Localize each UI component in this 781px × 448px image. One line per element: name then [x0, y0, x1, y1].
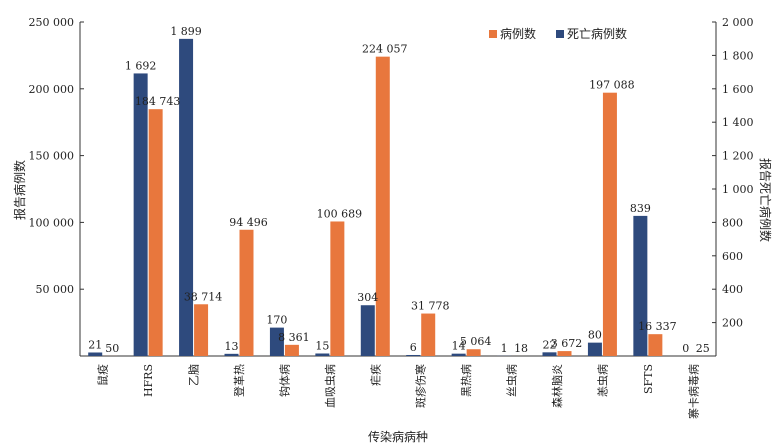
legend-swatch-deaths: [556, 30, 564, 38]
data-label-cases: 94 496: [229, 216, 268, 229]
data-label-cases: 25: [696, 342, 710, 355]
data-label-cases: 8 361: [278, 331, 310, 344]
category-label: 登革热: [232, 364, 246, 397]
data-label-deaths: 80: [588, 329, 602, 342]
y2-axis-title: 报告死亡病例数: [758, 158, 773, 242]
legend-label-deaths: 死亡病例数: [567, 26, 627, 41]
category-label: 血吸虫病: [323, 364, 337, 408]
right-tick-label: 600: [722, 250, 743, 263]
right-axis-ticks: 200 400 600 800 1 000 1 200 1 400 1 600 1 800 2 0…: [712, 16, 754, 330]
category-labels-group: 鼠疫 HFRS 乙脑 登革热 钩体病 血吸虫病 疟疾 斑疹伤寒 黑热病 丝虫病 森林脑炎 恙虫病 SFT…: [96, 364, 701, 419]
category-label: HFRS: [142, 364, 155, 397]
category-label: 寨卡病毒病: [686, 364, 700, 419]
bar-cases: [375, 56, 390, 356]
x-axis-title: 传染病病种: [368, 429, 428, 444]
data-label-cases: 3 672: [551, 337, 583, 350]
data-label-deaths: 22: [543, 338, 557, 351]
data-label-deaths: 1: [501, 342, 508, 355]
bar-cases: [602, 92, 617, 356]
data-label-cases: 16 337: [638, 320, 677, 333]
right-tick-label: 1 800: [722, 49, 754, 62]
bar-cases: [284, 344, 299, 356]
right-tick-label: 200: [722, 317, 743, 330]
left-tick-label: 50 000: [36, 283, 75, 296]
category-label: 黑热病: [459, 364, 473, 397]
right-axis: 200 400 600 800 1 000 1 200 1 400 1 600 1 800 2 0…: [712, 16, 754, 356]
data-label-deaths: 839: [630, 202, 651, 215]
bar-deaths: [315, 353, 330, 356]
data-label-cases: 184 743: [135, 95, 181, 108]
data-label-deaths: 15: [315, 339, 329, 352]
right-tick-label: 2 000: [722, 16, 754, 29]
data-label-cases: 50: [105, 342, 119, 355]
data-label-deaths: 1 692: [125, 59, 157, 72]
data-label-deaths: 14: [452, 340, 466, 353]
left-axis-ticks: 50 000 100 000 150 000 200 000 250 000: [29, 16, 84, 296]
left-tick-label: 150 000: [29, 150, 75, 163]
category-label: 森林脑炎: [550, 364, 564, 408]
bar-cases: [330, 221, 345, 356]
bar-deaths: [360, 305, 375, 356]
data-label-cases: 224 057: [362, 43, 408, 56]
data-label-deaths: 21: [88, 338, 102, 351]
data-label-deaths: 0: [682, 342, 689, 355]
bar-cases: [557, 351, 572, 356]
category-label: SFTS: [642, 364, 655, 394]
bar-deaths: [406, 354, 421, 356]
right-tick-label: 1 600: [722, 83, 754, 96]
left-axis: 50 000 100 000 150 000 200 000 250 000: [29, 16, 84, 356]
data-label-deaths: 170: [266, 314, 287, 327]
bar-cases: [648, 334, 663, 356]
right-tick-label: 1 200: [722, 150, 754, 163]
category-label: 钩体病: [277, 364, 291, 397]
bars-group: [88, 38, 708, 356]
category-label: 恙虫病: [595, 364, 609, 397]
data-label-deaths: 13: [225, 340, 239, 353]
data-label-cases: 100 689: [317, 207, 363, 220]
bar-deaths: [633, 215, 648, 356]
data-label-deaths: 6: [410, 341, 417, 354]
data-label-deaths: 1 899: [170, 25, 202, 38]
bar-deaths: [133, 73, 148, 356]
legend: 病例数 死亡病例数: [489, 26, 627, 41]
category-label: 疟疾: [368, 364, 382, 386]
data-label-cases: 31 778: [411, 300, 450, 313]
data-label-cases: 38 714: [184, 290, 223, 303]
right-tick-label: 800: [722, 216, 743, 229]
bar-deaths: [542, 352, 557, 356]
left-tick-label: 100 000: [29, 216, 75, 229]
data-label-cases: 5 064: [460, 335, 492, 348]
bar-cases: [239, 229, 254, 356]
bar-cases: [148, 109, 163, 356]
bar-cases: [194, 304, 209, 356]
data-labels-group: 21 50 1 692 184 743 1 899 38 714 13 94 496 170 8 …: [88, 25, 710, 355]
bar-deaths: [587, 342, 602, 356]
data-label-cases: 18: [514, 342, 528, 355]
legend-swatch-cases: [489, 30, 497, 38]
bar-deaths: [451, 353, 466, 356]
bar-cases: [421, 313, 436, 356]
legend-label-cases: 病例数: [500, 26, 536, 41]
category-label: 丝虫病: [505, 364, 519, 397]
bar-deaths: [269, 327, 284, 356]
right-tick-label: 1 400: [722, 116, 754, 129]
data-label-deaths: 304: [357, 291, 378, 304]
left-tick-label: 200 000: [29, 83, 75, 96]
bar-deaths: [179, 38, 194, 356]
right-tick-label: 400: [722, 283, 743, 296]
bar-cases: [466, 349, 481, 356]
y-axis-title: 报告病例数: [12, 160, 27, 220]
category-label: 斑疹伤寒: [414, 364, 428, 408]
bar-deaths: [88, 352, 103, 356]
left-tick-label: 250 000: [29, 16, 75, 29]
bar-deaths: [224, 353, 239, 356]
data-label-cases: 197 088: [589, 79, 635, 92]
right-tick-label: 1 000: [722, 183, 754, 196]
category-label: 乙脑: [188, 364, 201, 386]
category-label: 鼠疫: [96, 364, 110, 386]
